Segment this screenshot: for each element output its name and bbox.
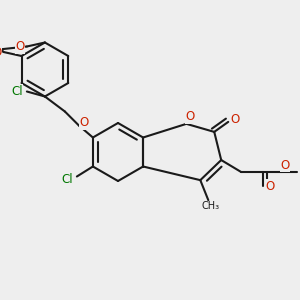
Text: Cl: Cl [61, 173, 73, 186]
Text: O: O [231, 113, 240, 126]
Text: O: O [186, 110, 195, 123]
Text: O: O [266, 179, 275, 193]
Text: CH₃: CH₃ [201, 201, 219, 211]
Text: O: O [15, 40, 25, 53]
Text: Cl: Cl [11, 85, 23, 98]
Text: O: O [79, 116, 88, 129]
Text: O: O [280, 158, 290, 172]
Text: O: O [0, 46, 1, 59]
